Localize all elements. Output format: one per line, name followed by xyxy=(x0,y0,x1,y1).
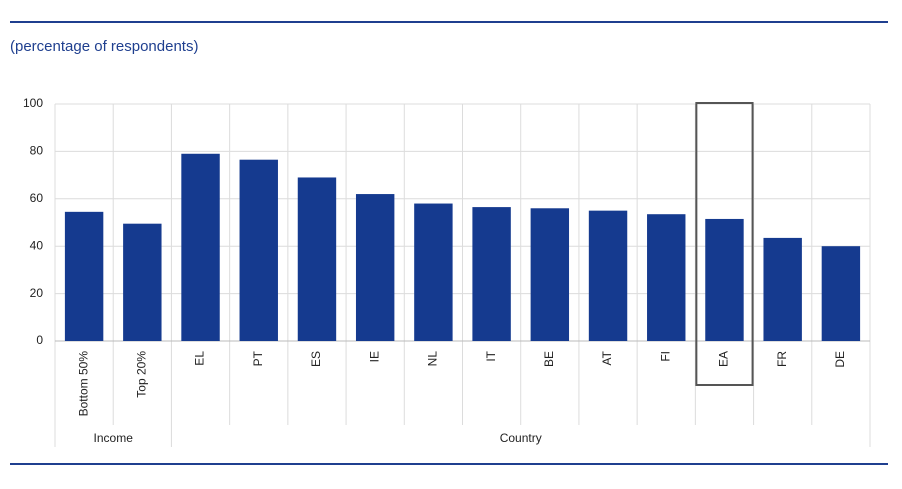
x-tick-label: Bottom 50% xyxy=(76,351,90,417)
x-tick-label: BE xyxy=(542,351,556,367)
y-tick-label: 20 xyxy=(30,286,44,300)
x-tick-label: DE xyxy=(833,351,847,368)
y-tick-label: 0 xyxy=(36,333,43,347)
bar xyxy=(821,246,861,341)
y-tick-label: 60 xyxy=(30,191,44,205)
bar xyxy=(588,210,628,341)
bar xyxy=(239,159,278,341)
bar xyxy=(297,177,337,341)
group-label: Income xyxy=(94,431,134,445)
bar xyxy=(763,237,802,341)
x-tick-label: EL xyxy=(193,351,207,366)
bar xyxy=(123,223,162,341)
bar xyxy=(647,214,686,341)
bar xyxy=(355,194,395,341)
bar xyxy=(472,207,511,341)
x-tick-label: FR xyxy=(775,351,789,367)
bar xyxy=(64,211,104,341)
chart-subtitle: (percentage of respondents) xyxy=(10,38,198,55)
x-tick-label: IT xyxy=(484,350,498,361)
x-tick-label: EA xyxy=(717,351,731,367)
x-tick-label: PT xyxy=(251,350,265,366)
highlight-box xyxy=(695,102,754,386)
group-label: Country xyxy=(500,431,542,445)
bar xyxy=(530,208,570,341)
x-tick-label: FI xyxy=(658,351,672,362)
bar xyxy=(181,153,220,341)
x-tick-label: AT xyxy=(600,350,614,365)
x-tick-label: NL xyxy=(426,351,440,367)
bar xyxy=(705,218,744,341)
y-tick-label: 80 xyxy=(30,144,44,158)
y-tick-label: 100 xyxy=(23,96,43,110)
x-tick-label: IE xyxy=(367,351,381,362)
y-tick-label: 40 xyxy=(30,238,44,252)
x-tick-label: ES xyxy=(309,351,323,367)
bar xyxy=(414,203,453,341)
x-tick-label: Top 20% xyxy=(134,351,148,398)
